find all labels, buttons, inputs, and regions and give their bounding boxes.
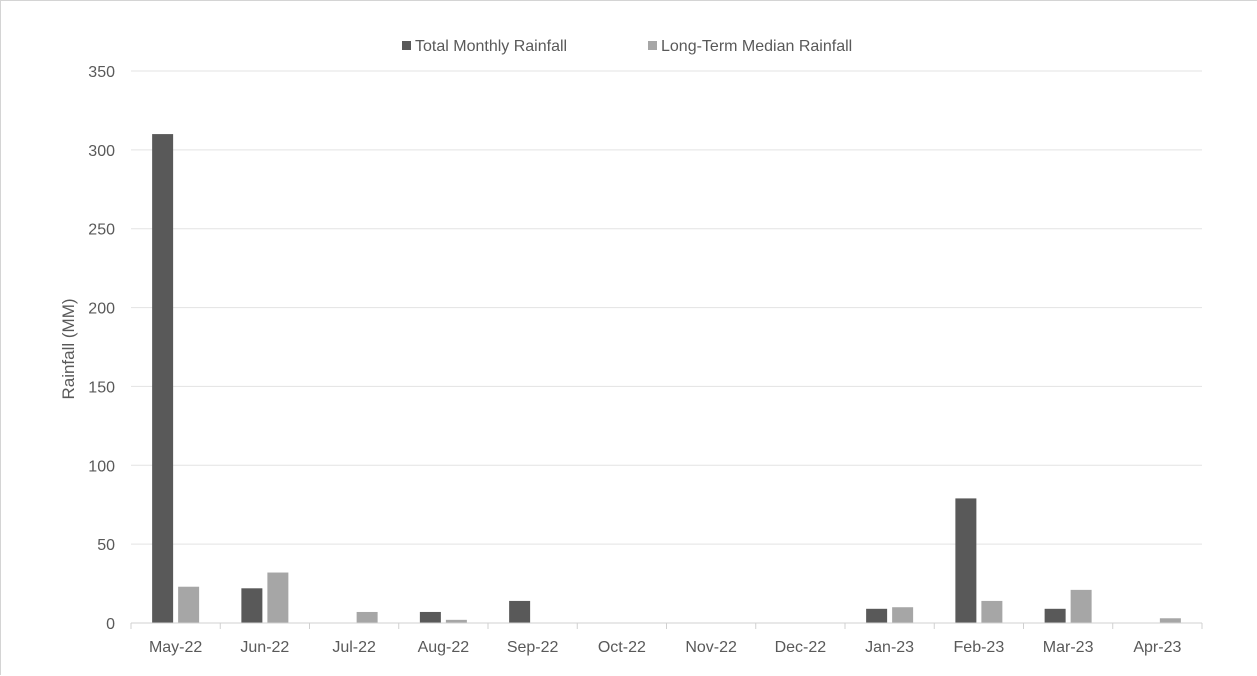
x-tick-label: Feb-23 [954, 639, 1005, 656]
bar-total-may-22 [152, 134, 174, 624]
bar-total-jan-23 [866, 608, 888, 623]
x-tick-label: May-22 [149, 639, 202, 656]
bar-median-feb-23 [981, 600, 1003, 623]
bar-median-apr-23 [1159, 618, 1181, 623]
bar-median-jun-22 [267, 572, 289, 623]
bar-total-sep-22 [509, 600, 531, 623]
bar-median-aug-22 [445, 619, 467, 623]
gridlines [131, 70, 1202, 545]
bars [152, 134, 1181, 624]
x-tick-label: Nov-22 [685, 639, 737, 656]
legend-swatch-total [402, 41, 411, 50]
y-tick-label: 300 [88, 143, 115, 160]
y-tick-label: 250 [88, 222, 115, 239]
bar-median-mar-23 [1070, 589, 1092, 623]
x-tick-label: Oct-22 [598, 639, 646, 656]
bar-total-feb-23 [955, 498, 977, 623]
y-tick-label: 350 [88, 64, 115, 81]
bar-total-mar-23 [1044, 608, 1066, 623]
bar-median-jul-22 [356, 611, 378, 623]
x-axis: May-22 Jun-22 Jul-22 Aug-22 Sep-22 Oct-22 Nov-… [130, 622, 1203, 656]
y-tick-label: 0 [106, 616, 115, 633]
bar-total-aug-22 [419, 611, 441, 623]
y-axis-label: Rainfall (MM) [59, 298, 78, 399]
y-tick-label: 150 [88, 379, 115, 396]
legend-label-median: Long-Term Median Rainfall [661, 38, 852, 55]
y-axis-ticks: 0 50 100 150 200 250 300 350 [88, 64, 115, 633]
x-tick-label: Jan-23 [865, 639, 914, 656]
bar-total-jun-22 [241, 588, 263, 623]
x-tick-label: Jun-22 [240, 639, 289, 656]
legend-label-total: Total Monthly Rainfall [415, 38, 567, 55]
y-tick-label: 100 [88, 458, 115, 475]
y-tick-label: 200 [88, 301, 115, 318]
y-tick-label: 50 [97, 537, 115, 554]
x-tick-label: Mar-23 [1043, 639, 1094, 656]
x-tick-label: Sep-22 [507, 639, 559, 656]
x-tick-label: Dec-22 [775, 639, 827, 656]
x-tick-label: Aug-22 [418, 639, 470, 656]
x-tick-label: Apr-23 [1133, 639, 1181, 656]
x-tick-label: Jul-22 [332, 639, 376, 656]
legend: Total Monthly Rainfall Long-Term Median … [402, 38, 852, 55]
bar-median-may-22 [178, 586, 200, 623]
legend-swatch-median [648, 41, 657, 50]
bar-median-jan-23 [892, 607, 914, 623]
